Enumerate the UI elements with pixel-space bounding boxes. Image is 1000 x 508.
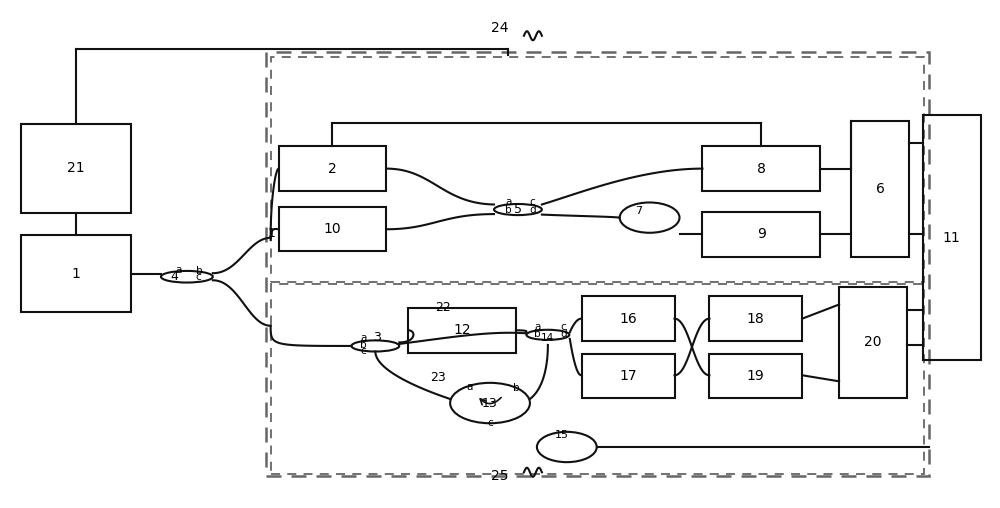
Text: 16: 16 (619, 312, 637, 326)
Text: 3: 3 (373, 331, 381, 344)
Bar (279, 207, 386, 251)
Text: 17: 17 (619, 369, 637, 383)
Bar (582, 354, 675, 398)
Bar (582, 297, 675, 341)
Text: b: b (360, 340, 367, 350)
Text: 21: 21 (67, 162, 85, 175)
Bar (702, 146, 820, 191)
Bar (702, 212, 820, 257)
Text: 20: 20 (864, 335, 882, 350)
Bar (709, 354, 802, 398)
Text: b: b (505, 205, 512, 215)
Text: 10: 10 (324, 222, 341, 236)
Bar (271, 57, 924, 282)
Text: a: a (505, 197, 511, 207)
Text: b: b (534, 329, 541, 339)
Text: a: a (534, 322, 540, 332)
Bar (923, 115, 981, 360)
Bar (21, 124, 131, 212)
Text: 23: 23 (430, 371, 446, 385)
Bar (266, 52, 929, 477)
Text: a: a (466, 383, 472, 392)
Text: 15: 15 (555, 430, 569, 440)
Text: 5: 5 (514, 203, 522, 216)
Bar (851, 121, 909, 257)
Text: c: c (360, 345, 366, 356)
Text: 11: 11 (943, 231, 961, 244)
Text: c: c (561, 322, 567, 332)
Text: 1: 1 (268, 227, 276, 240)
Bar (21, 235, 131, 312)
Text: 1: 1 (72, 267, 81, 281)
Text: 4: 4 (170, 270, 178, 283)
Text: 22: 22 (435, 301, 451, 313)
Text: 9: 9 (757, 227, 766, 241)
Text: 25: 25 (491, 469, 509, 483)
Text: a: a (175, 265, 181, 275)
Text: 14: 14 (541, 333, 554, 343)
Bar (279, 146, 386, 191)
Text: b: b (196, 266, 202, 276)
Text: 19: 19 (747, 369, 765, 383)
Text: 13: 13 (482, 397, 498, 409)
Text: 6: 6 (876, 182, 884, 196)
Text: 12: 12 (453, 323, 471, 337)
Text: 18: 18 (747, 312, 765, 326)
Bar (709, 297, 802, 341)
Text: 2: 2 (328, 162, 337, 176)
Bar (839, 287, 907, 398)
Bar (271, 284, 924, 474)
Text: c: c (196, 272, 202, 282)
Text: 24: 24 (491, 21, 509, 35)
Text: d: d (529, 205, 536, 215)
Text: 8: 8 (757, 162, 766, 176)
Text: b: b (513, 384, 520, 393)
Text: d: d (561, 329, 567, 339)
Text: 7: 7 (635, 206, 642, 215)
Text: a: a (360, 333, 367, 343)
Text: c: c (529, 197, 535, 207)
Bar (408, 308, 516, 353)
Text: c: c (487, 418, 493, 428)
